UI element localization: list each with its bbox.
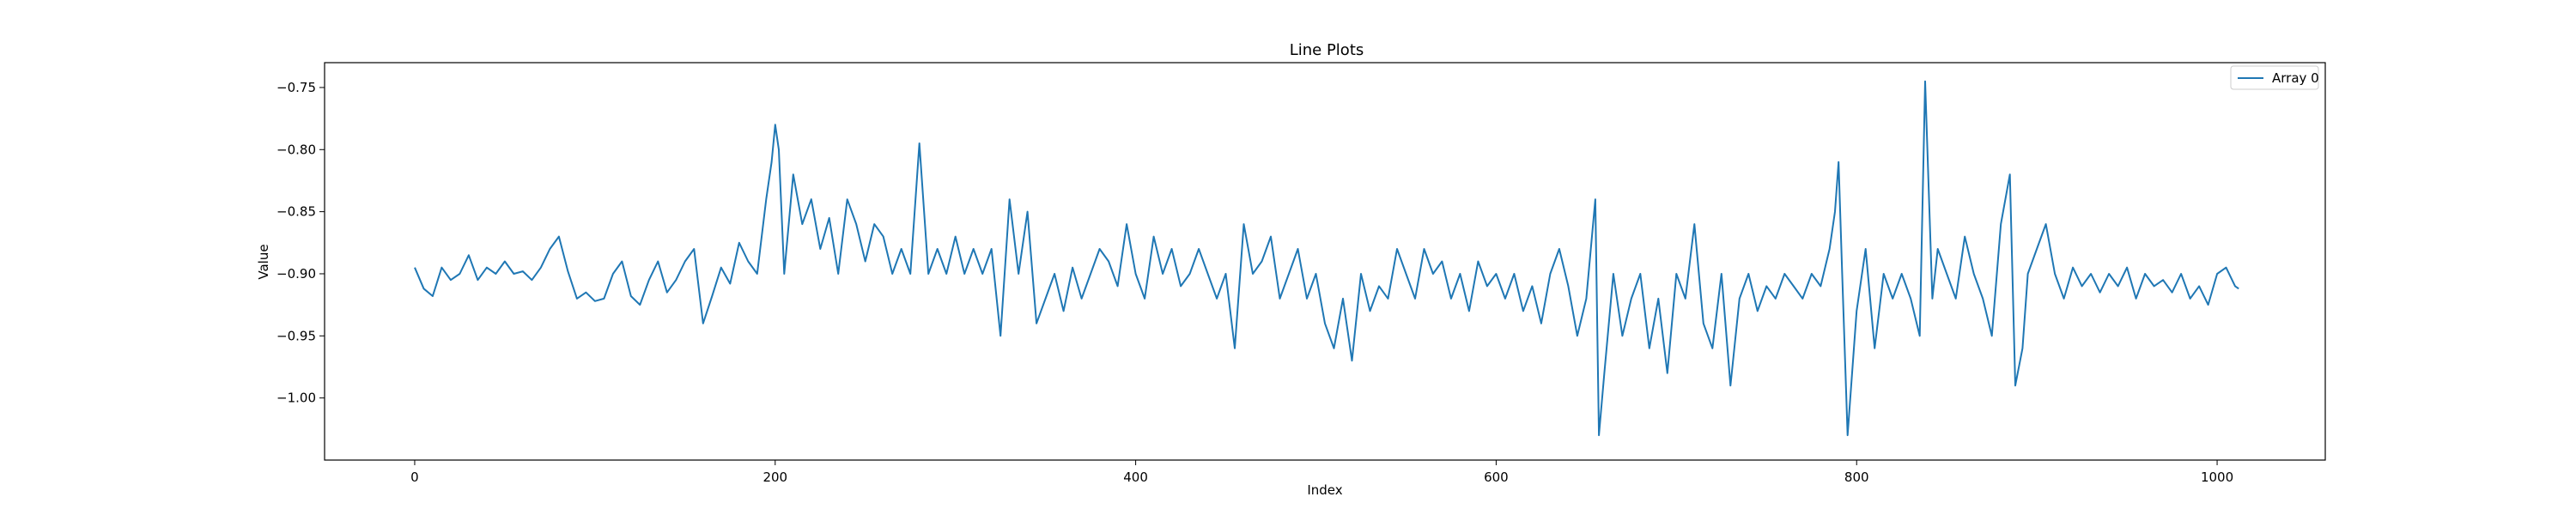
y-tick-label: −0.90	[276, 266, 316, 282]
y-tick-label: −0.75	[276, 80, 316, 95]
y-axis-label: Value	[256, 244, 271, 279]
y-axis: −0.75 −0.80 −0.85 −0.90 −0.95 −1.00	[276, 80, 325, 406]
y-tick-label: −0.80	[276, 142, 316, 157]
x-tick-label: 800	[1844, 470, 1869, 485]
x-tick-label: 600	[1484, 470, 1509, 485]
legend: Array 0	[2230, 65, 2319, 90]
x-axis-label: Index	[1307, 482, 1342, 498]
series-layer	[414, 80, 2239, 437]
x-tick-label: 400	[1123, 470, 1148, 485]
x-axis: 0 200 400 600 800 1000	[410, 460, 2233, 485]
y-tick-label: −0.85	[276, 204, 316, 220]
legend-box	[2230, 65, 2319, 90]
x-tick-label: 0	[410, 470, 419, 485]
series-line-array-0	[414, 80, 2239, 437]
y-tick-label: −1.00	[276, 391, 316, 406]
plot-area-frame	[324, 62, 2326, 461]
x-tick-label: 1000	[2201, 470, 2233, 485]
x-tick-label: 200	[762, 470, 787, 485]
legend-label: Array 0	[2272, 70, 2319, 86]
y-tick-label: −0.95	[276, 328, 316, 343]
chart-title: Line Plots	[1290, 41, 1364, 59]
